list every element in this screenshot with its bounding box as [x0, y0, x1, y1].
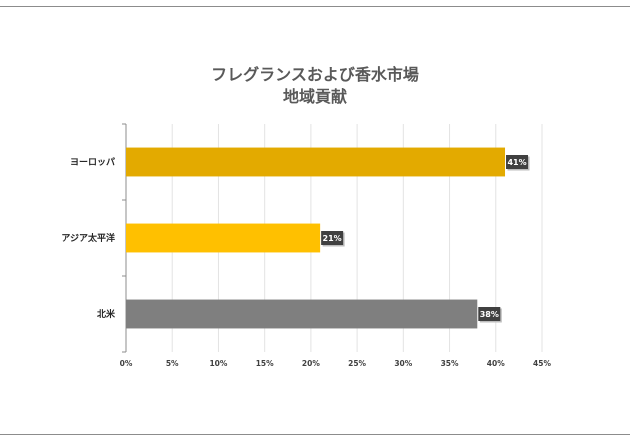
data-label-text: 41%: [507, 158, 526, 167]
data-label-box: [321, 231, 344, 245]
top-border-line: [0, 6, 630, 7]
x-tick-label: 40%: [487, 359, 505, 368]
data-label-text: 38%: [480, 310, 499, 319]
x-tick-label: 45%: [533, 359, 551, 368]
bars: [126, 147, 506, 329]
x-tick-label: 15%: [256, 359, 274, 368]
category-label: ヨーロッパ: [70, 156, 115, 168]
data-label-text: 21%: [323, 234, 342, 243]
data-label-box: [478, 307, 501, 321]
bar: [126, 147, 506, 177]
chart-title-line-1: フレグランスおよび香水市場: [211, 65, 419, 84]
x-tick-label: 0%: [120, 359, 133, 368]
data-label: 38%: [478, 307, 502, 323]
bar: [126, 299, 478, 329]
data-labels: 41% 21% 38%: [321, 155, 530, 323]
x-tick-label: 30%: [394, 359, 412, 368]
data-label: 41%: [506, 155, 530, 171]
x-tick-labels: 0% 5% 10% 15% 20% 25% 30% 35% 40% 45%: [120, 359, 552, 368]
x-tick-label: 25%: [348, 359, 366, 368]
chart-title: フレグランスおよび香水市場 地域貢献: [211, 65, 419, 106]
bar: [126, 223, 321, 253]
category-label: アジア太平洋: [61, 232, 115, 244]
x-tick-label: 10%: [209, 359, 227, 368]
bottom-border-line: [0, 434, 630, 435]
x-tick-label: 35%: [441, 359, 459, 368]
data-label-box: [506, 155, 529, 169]
data-label: 21%: [321, 231, 345, 247]
category-label: 北米: [97, 308, 116, 320]
x-tick-label: 5%: [166, 359, 179, 368]
chart-title-line-2: 地域貢献: [283, 87, 347, 106]
axes: [122, 123, 127, 353]
x-tick-label: 20%: [302, 359, 320, 368]
